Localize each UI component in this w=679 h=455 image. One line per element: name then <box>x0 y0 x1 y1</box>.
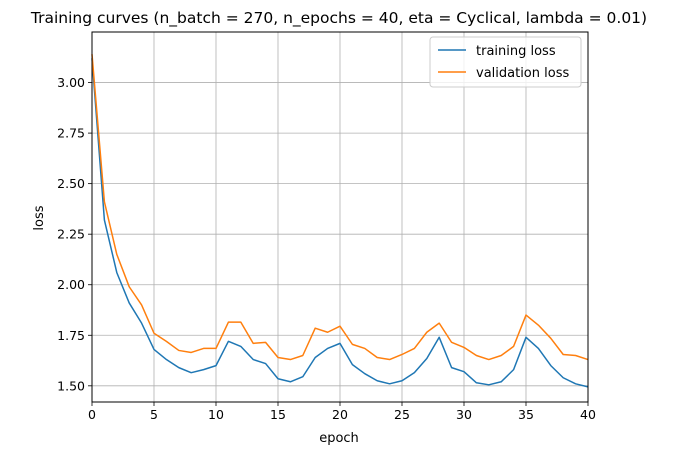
x-tick-label: 25 <box>394 407 410 422</box>
y-tick-label: 1.75 <box>57 328 85 343</box>
x-tick-label: 15 <box>270 407 286 422</box>
y-tick-label: 2.00 <box>57 277 85 292</box>
legend-label-validation-loss: validation loss <box>476 66 569 81</box>
x-tick-label: 20 <box>332 407 348 422</box>
x-tick-label: 30 <box>456 407 472 422</box>
series-line-validation-loss <box>91 54 589 361</box>
y-axis-ticks: 1.50 1.75 2.00 2.25 2.50 2.75 3.00 <box>57 75 92 393</box>
x-axis-label: epoch <box>319 431 359 446</box>
y-tick-label: 2.50 <box>57 176 85 191</box>
y-tick-label: 2.25 <box>57 227 85 242</box>
x-tick-label: 0 <box>88 407 96 422</box>
y-axis-label: loss <box>32 205 47 230</box>
chart-title: Training curves (n_batch = 270, n_epochs… <box>30 9 647 28</box>
legend-label-training-loss: training loss <box>476 44 556 59</box>
y-tick-label: 1.50 <box>57 378 85 393</box>
legend: training loss validation loss <box>429 36 582 88</box>
y-tick-label: 2.75 <box>57 126 85 141</box>
x-axis-ticks: 0 5 10 15 20 25 30 35 40 <box>88 402 596 422</box>
legend-box <box>429 36 582 88</box>
y-tick-label: 3.00 <box>57 75 85 90</box>
series-lines <box>91 54 589 388</box>
grid-lines <box>91 32 589 402</box>
series-line-training-loss <box>91 58 589 388</box>
x-tick-label: 40 <box>580 407 596 422</box>
x-tick-label: 35 <box>518 407 534 422</box>
x-tick-label: 10 <box>208 407 224 422</box>
x-tick-label: 5 <box>150 407 158 422</box>
